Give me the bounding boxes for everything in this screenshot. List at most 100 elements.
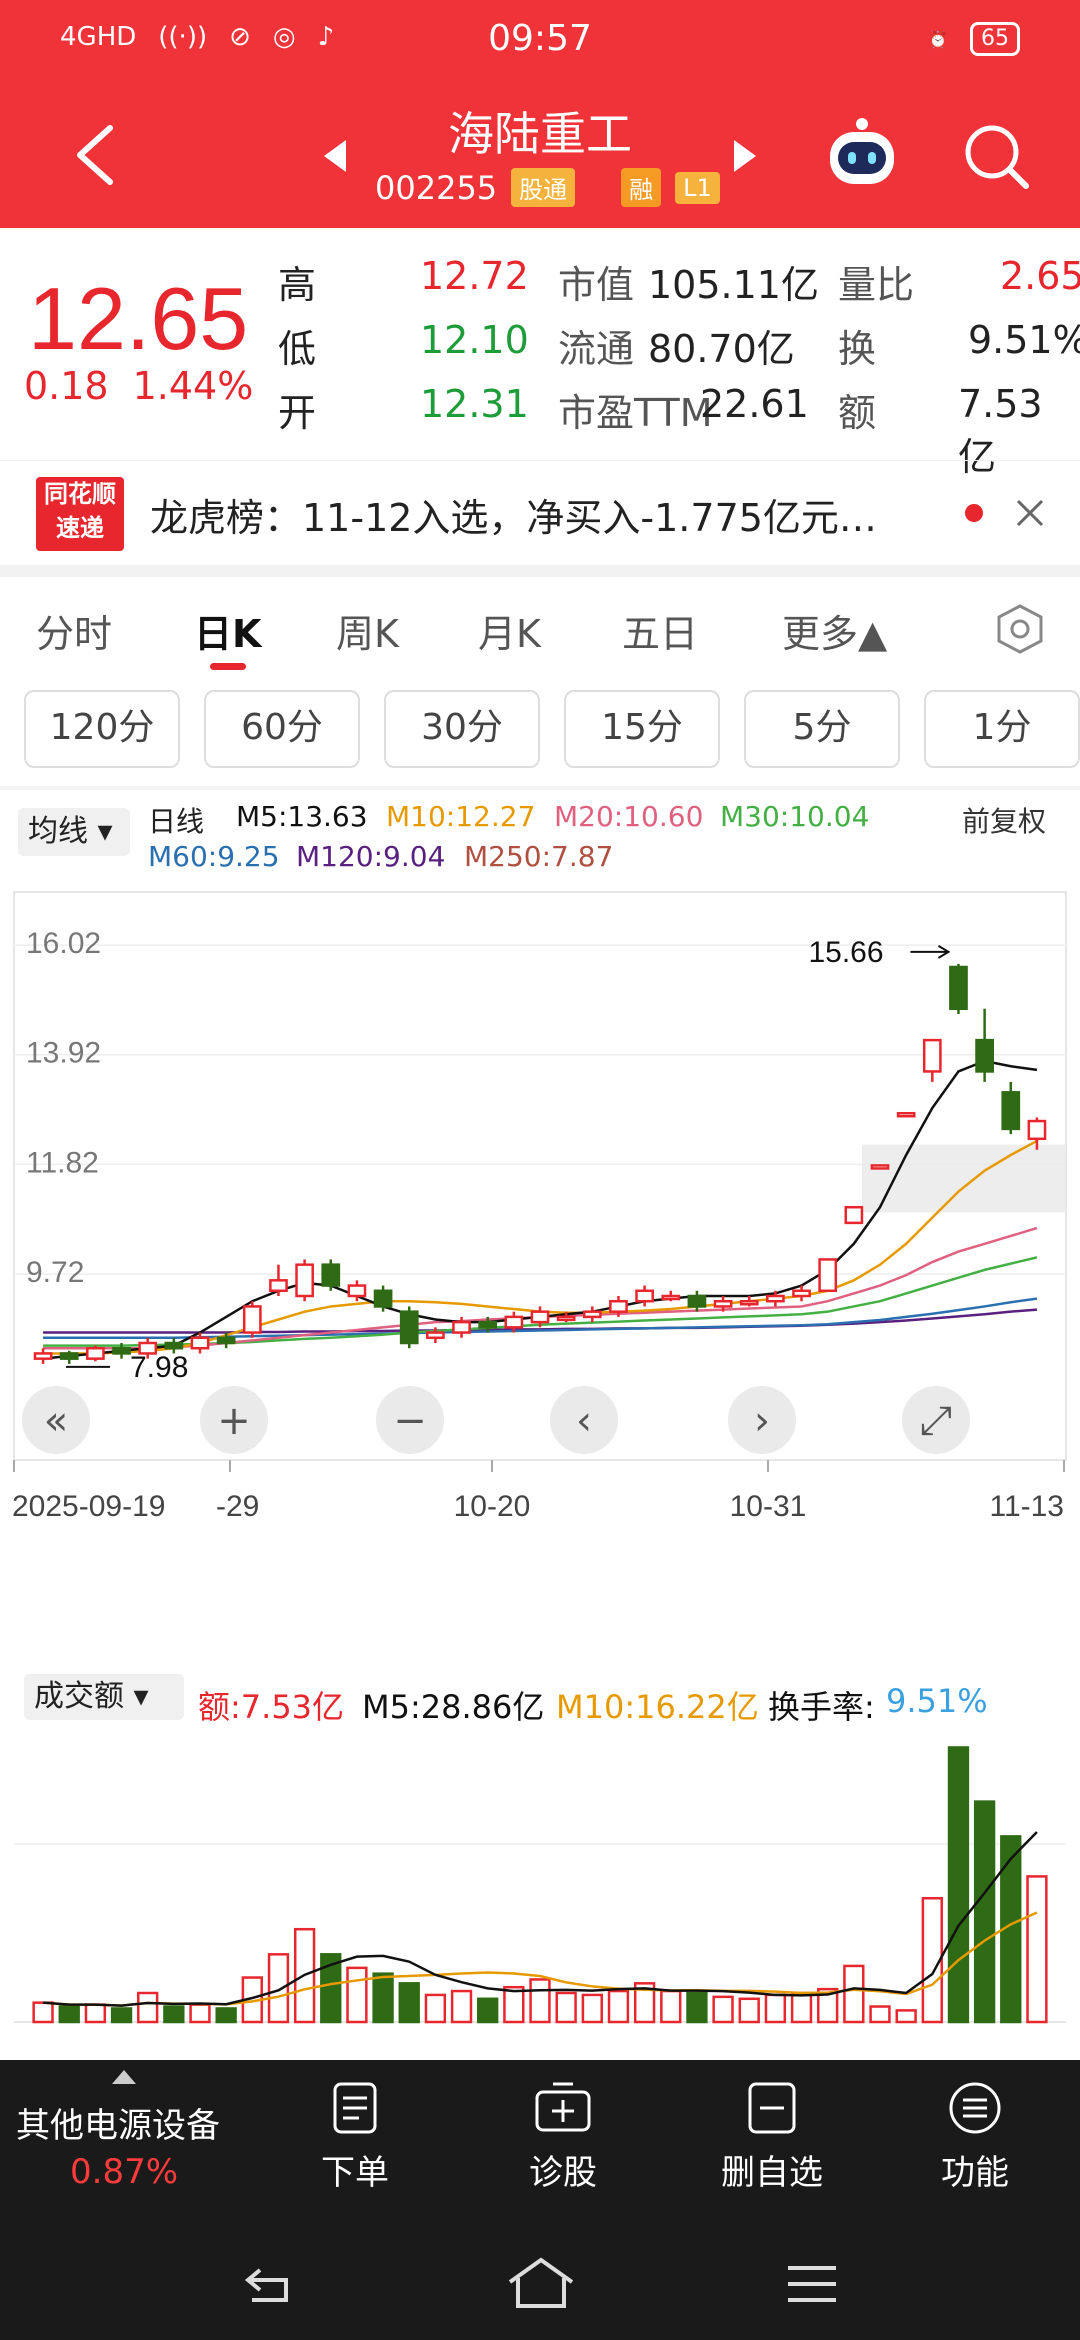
bottom-toolbar: 其他电源设备 0.87% 下单 诊股 删自选 功能	[0, 2060, 1080, 2230]
separator-thin	[0, 786, 1080, 790]
tab-weekly-k[interactable]: 周K	[336, 612, 399, 656]
active-tab-indicator	[210, 663, 246, 670]
diagnose-button[interactable]: 诊股	[508, 2080, 618, 2194]
pe-value: 22.61	[700, 382, 809, 426]
candle-up	[896, 1111, 916, 1118]
volume-bar-up	[895, 2009, 917, 2024]
tab-five-day[interactable]: 五日	[622, 612, 699, 656]
function-button[interactable]: 功能	[920, 2080, 1030, 2194]
adjust-mode[interactable]: 前复权	[962, 805, 1047, 838]
tab-daily-k[interactable]: 日K	[194, 612, 262, 656]
candle-down	[373, 1289, 393, 1308]
candle-down	[687, 1294, 707, 1308]
settings-hex-icon[interactable]	[994, 603, 1046, 655]
system-menu-icon[interactable]	[784, 2260, 840, 2308]
volume-bar-down	[110, 2007, 133, 2024]
float-value: 80.70亿	[648, 327, 795, 371]
robot-assistant-icon[interactable]	[822, 114, 902, 194]
amount-value: 7.53亿	[958, 382, 1043, 479]
order-button[interactable]: 下单	[300, 2080, 410, 2194]
candle-down	[216, 1336, 236, 1345]
expand-up-icon[interactable]	[110, 2068, 138, 2086]
period-60min[interactable]: 60分	[204, 690, 360, 768]
kline-chart[interactable]: 16.02 13.92 11.82 9.72 15.66 7.98 « + − ‹ › ⤢ 2025-0…	[0, 880, 1080, 1600]
remove-watchlist-button[interactable]: 删自选	[712, 2080, 832, 2194]
tab-intraday[interactable]: 分时	[36, 612, 113, 656]
period-1min[interactable]: 1分	[924, 690, 1080, 768]
y-tick-label: 16.02	[26, 927, 101, 960]
volume-bar-up	[137, 1991, 159, 2024]
news-text[interactable]: 龙虎榜：11-12入选，净买入-1.775亿元…	[150, 496, 877, 540]
candle-up	[452, 1320, 471, 1334]
open-value: 12.31	[420, 382, 529, 426]
volume-bar-up	[503, 1985, 525, 2024]
stock-code-row: 002255 股通 融 L1	[375, 168, 720, 207]
volume-bar-up	[450, 1989, 473, 2024]
high-label: 高	[278, 263, 317, 307]
volume-bar-up	[581, 1993, 603, 2024]
scroll-left-button[interactable]	[550, 1386, 618, 1454]
volume-indicator-selector[interactable]: 成交额 ▾	[24, 1674, 184, 1720]
system-home-icon[interactable]	[506, 2256, 576, 2312]
y-tick-label: 11.82	[26, 1146, 99, 1179]
volume-bar-down	[215, 2007, 237, 2024]
change-value: 0.18	[24, 364, 109, 408]
ma5-legend: M5:13.63	[236, 800, 368, 833]
close-icon[interactable]	[1014, 497, 1046, 529]
order-icon	[333, 2082, 377, 2134]
candle-up	[922, 1038, 942, 1073]
ma-selector[interactable]: 均线 ▾	[18, 808, 130, 856]
zoom-in-button[interactable]	[200, 1386, 268, 1454]
candle-down	[1001, 1091, 1021, 1131]
back-icon[interactable]	[70, 122, 118, 188]
logo-bottom-text: 速递	[56, 514, 104, 542]
volume-bar-up	[84, 2003, 107, 2024]
fullscreen-button[interactable]	[902, 1386, 970, 1454]
period-5min[interactable]: 5分	[744, 690, 900, 768]
period-120min[interactable]: 120分	[24, 690, 180, 768]
search-icon[interactable]	[962, 122, 1030, 190]
candle-up	[609, 1299, 628, 1313]
fullscreen-icon: ⤢	[920, 1398, 952, 1444]
link-icon: ⊘	[229, 22, 251, 52]
volume-bar-up	[817, 1987, 839, 2024]
zoom-in-icon: +	[217, 1398, 251, 1444]
volume-bar-down	[947, 1746, 970, 2024]
volume-chart[interactable]	[0, 1730, 1080, 2030]
y-tick-label: 13.92	[26, 1037, 101, 1070]
scroll-left-icon: ‹	[576, 1398, 592, 1444]
collapse-left-button[interactable]	[22, 1386, 90, 1454]
turnover-label: 换	[838, 327, 877, 371]
sector-name[interactable]: 其他电源设备	[16, 2106, 220, 2146]
ma-selector-label: 均线	[28, 814, 88, 849]
change-percent: 1.44%	[132, 364, 254, 408]
sector-change: 0.87%	[70, 2152, 179, 2192]
period-buttons: 120分 60分 30分 15分 5分 1分	[24, 690, 1080, 768]
network-indicator: 4GHD	[60, 22, 137, 52]
volume-bar-down	[398, 1982, 420, 2024]
volume-amount: 额:7.53亿	[198, 1688, 345, 1726]
period-15min[interactable]: 15分	[564, 690, 720, 768]
next-stock-icon[interactable]	[732, 138, 758, 174]
volume-bar-up	[189, 2003, 211, 2024]
period-30min[interactable]: 30分	[384, 690, 540, 768]
volume-bar-up	[555, 1991, 577, 2024]
volume-bar-up	[607, 1989, 630, 2024]
tab-more[interactable]: 更多▲	[782, 612, 888, 656]
prev-stock-icon[interactable]	[322, 138, 348, 174]
system-back-icon[interactable]	[242, 2260, 298, 2308]
high-marker-arrowhead	[937, 945, 951, 959]
status-time: 09:57	[488, 18, 592, 59]
quote-panel: 12.65 0.18 1.44% 高 12.72 低 12.10 开 12.31…	[0, 228, 1080, 479]
tab-monthly-k[interactable]: 月K	[478, 612, 541, 656]
scroll-right-button[interactable]	[728, 1386, 796, 1454]
status-bar-left: 4GHD ((·)) ⊘ ◎ ♪	[60, 22, 334, 52]
x-tick-label: -29	[216, 1490, 259, 1523]
candle-up	[504, 1315, 524, 1329]
volume-bar-up	[529, 1978, 551, 2024]
app-icon: ◎	[272, 22, 296, 52]
candle-down	[112, 1346, 131, 1355]
zoom-out-button[interactable]	[376, 1386, 444, 1454]
collapse-left-icon: «	[44, 1398, 68, 1444]
news-ticker[interactable]: 同花顺 速递 龙虎榜：11-12入选，净买入-1.775亿元…	[0, 460, 1080, 565]
